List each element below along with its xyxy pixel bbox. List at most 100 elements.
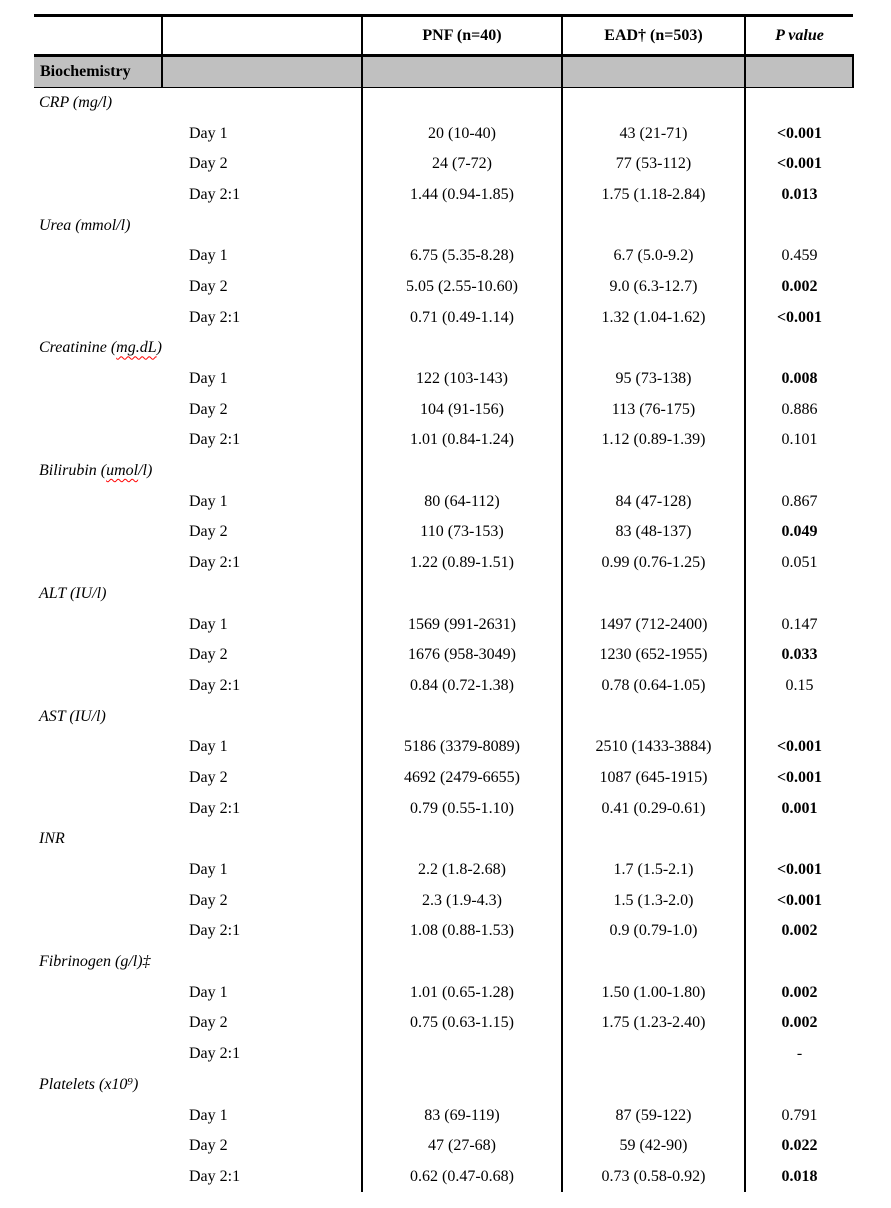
group-header-label: Biochemistry (40, 63, 131, 80)
empty-cell (744, 1069, 853, 1101)
section-row: ALT (IU/l) (34, 578, 853, 610)
ead-value: 87 (59-122) (561, 1100, 745, 1131)
p-value: <0.001 (744, 731, 853, 763)
pnf-value: 20 (10-40) (361, 118, 562, 149)
p-value: 0.002 (744, 977, 853, 1009)
section-label: AST (IU/l) (34, 701, 362, 732)
day-label: Day 2:1 (189, 431, 241, 449)
ead-value: 1497 (712-2400) (561, 609, 745, 640)
indent-cell (34, 671, 162, 702)
ead-value: 1087 (645-1915) (561, 762, 745, 794)
empty-cell (561, 210, 745, 241)
ead-value: 0.78 (0.64-1.05) (561, 670, 745, 702)
ead-value: 113 (76-175) (561, 394, 745, 426)
indent-cell (34, 1100, 162, 1131)
indent-cell (34, 1039, 162, 1070)
indent-cell (34, 302, 162, 333)
section-label: Urea (mmol/l) (34, 210, 362, 241)
p-value: 0.051 (744, 547, 853, 579)
pnf-value: 1569 (991-2631) (361, 609, 562, 640)
ead-value: 59 (42-90) (561, 1130, 745, 1162)
section-row: INR (34, 824, 853, 855)
p-value: 0.886 (744, 394, 853, 426)
ead-value: 1.75 (1.23-2.40) (561, 1008, 745, 1039)
section-label: Fibrinogen (g/l)‡ (34, 947, 362, 978)
data-row: Day 2 5.05 (2.55-10.60) 9.0 (6.3-12.7) 0.00… (34, 271, 853, 303)
pnf-value: 2.2 (1.8-2.68) (361, 854, 562, 886)
pnf-value: 6.75 (5.35-8.28) (361, 240, 562, 272)
empty-cell (561, 333, 745, 364)
data-row: Day 2:1 1.44 (0.94-1.85) 1.75 (1.18-2.84) 0… (34, 179, 853, 211)
p-value: <0.001 (744, 854, 853, 886)
indent-cell (34, 640, 162, 671)
data-row: Day 1 5186 (3379-8089) 2510 (1433-3884) <0.… (34, 731, 853, 763)
data-row: Day 1 2.2 (1.8-2.68) 1.7 (1.5-2.1) <0.001 (34, 854, 853, 886)
empty-cell (561, 578, 745, 610)
empty-cell (361, 210, 562, 241)
group-blank-cell (744, 55, 854, 88)
indent-cell (34, 548, 162, 579)
p-value: 0.101 (744, 425, 853, 456)
section-label-text: Platelets (x10⁹) (39, 1075, 139, 1093)
header-ead: EAD† (n=503) (561, 15, 745, 56)
pnf-value: 80 (64-112) (361, 486, 562, 518)
data-row: Day 2:1 0.62 (0.47-0.68) 0.73 (0.58-0.92) 0… (34, 1161, 853, 1193)
day-label: Day 1 (189, 124, 228, 142)
indent-cell (34, 180, 162, 211)
indent-cell (34, 1131, 162, 1162)
day-label: Day 2 (189, 277, 228, 295)
day-label: Day 2:1 (189, 185, 241, 203)
day-label: Day 2:1 (189, 676, 241, 694)
p-value: 0.867 (744, 486, 853, 518)
ead-value: 1230 (652-1955) (561, 639, 745, 671)
day-label: Day 2:1 (189, 308, 241, 326)
section-row: Urea (mmol/l) (34, 210, 853, 241)
p-value: 0.002 (744, 1008, 853, 1039)
data-row: Day 1 122 (103-143) 95 (73-138) 0.008 (34, 363, 853, 395)
day-label: Day 2:1 (189, 1045, 241, 1063)
p-value: - (744, 1038, 853, 1070)
p-value: 0.018 (744, 1161, 853, 1193)
data-row: Day 2:1 1.01 (0.84-1.24) 1.12 (0.89-1.39) 0… (34, 425, 853, 456)
data-row: Day 2:1 1.08 (0.88-1.53) 0.9 (0.79-1.0) 0.0… (34, 916, 853, 947)
pnf-value: 0.75 (0.63-1.15) (361, 1008, 562, 1039)
day-label: Day 1 (189, 247, 228, 265)
ead-value: 0.73 (0.58-0.92) (561, 1161, 745, 1193)
ead-value: 1.50 (1.00-1.80) (561, 977, 745, 1009)
day-label: Day 1 (189, 861, 228, 879)
empty-cell (744, 333, 853, 364)
p-value: 0.049 (744, 517, 853, 548)
data-row: Day 2:1 0.84 (0.72-1.38) 0.78 (0.64-1.05) 0… (34, 670, 853, 702)
data-row: Day 1 6.75 (5.35-8.28) 6.7 (5.0-9.2) 0.459 (34, 240, 853, 272)
empty-cell (744, 946, 853, 978)
p-value: <0.001 (744, 302, 853, 333)
section-label: Bilirubin (umol/l) (34, 456, 362, 487)
day-label: Day 2 (189, 646, 228, 664)
empty-cell (361, 333, 562, 364)
group-blank-cell (361, 55, 562, 88)
indent-cell (34, 916, 162, 947)
outcomes-table: PNF (n=40) EAD† (n=503) P value Biochemi… (34, 14, 854, 1193)
day-label: Day 2:1 (189, 799, 241, 817)
pnf-value: 1.44 (0.94-1.85) (361, 179, 562, 211)
pnf-value: 0.84 (0.72-1.38) (361, 670, 562, 702)
data-row: Day 2 24 (7-72) 77 (53-112) <0.001 (34, 148, 853, 180)
data-row: Day 2:1 0.79 (0.55-1.10) 0.41 (0.29-0.61) 0… (34, 793, 853, 824)
indent-cell (34, 977, 162, 1008)
p-value: 0.022 (744, 1130, 853, 1162)
indent-cell (34, 855, 162, 886)
indent-cell (34, 1162, 162, 1193)
pnf-value: 1.22 (0.89-1.51) (361, 547, 562, 579)
section-label: Creatinine (mg.dL) (34, 333, 362, 364)
day-label: Day 1 (189, 1106, 228, 1124)
day-label: Day 2:1 (189, 554, 241, 572)
pnf-value (361, 1038, 562, 1070)
ead-value: 84 (47-128) (561, 486, 745, 518)
empty-cell (744, 455, 853, 487)
p-value: <0.001 (744, 762, 853, 794)
p-value: 0.033 (744, 639, 853, 671)
ead-value: 1.75 (1.18-2.84) (561, 179, 745, 211)
day-label: Day 2:1 (189, 1167, 241, 1185)
section-label-text: /l) (138, 462, 153, 480)
